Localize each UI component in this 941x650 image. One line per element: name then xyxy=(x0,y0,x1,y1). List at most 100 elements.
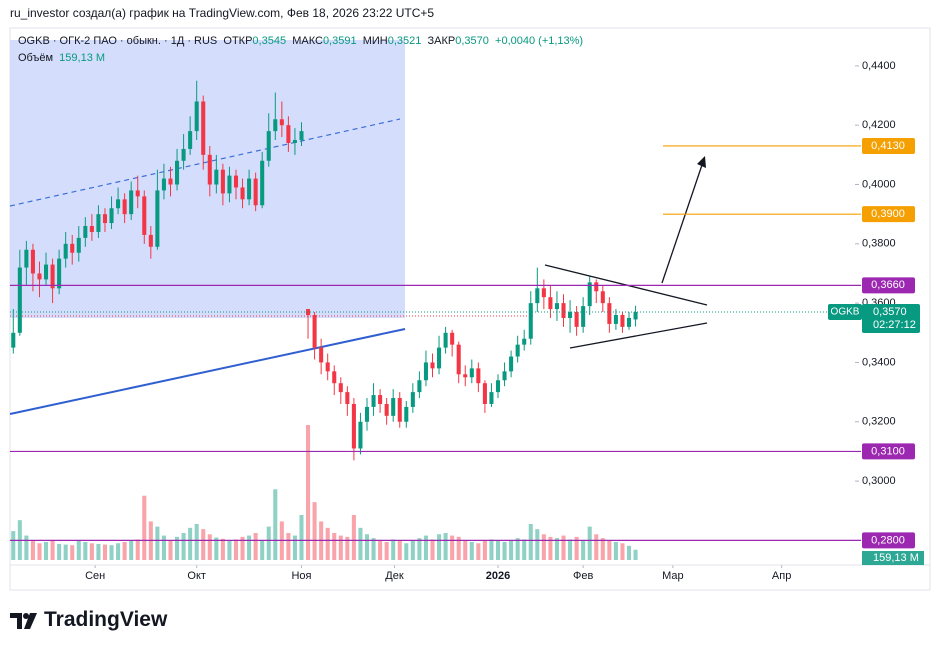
volume-bar xyxy=(63,544,68,560)
volume-bar xyxy=(417,538,422,560)
level-label: 0,3100 xyxy=(871,445,905,457)
level-label: 0,4130 xyxy=(871,140,905,152)
candle-body xyxy=(332,371,337,384)
level-label-box xyxy=(862,443,915,460)
candle-body xyxy=(384,403,389,416)
candle-body xyxy=(214,169,219,185)
volume-bar xyxy=(181,533,186,560)
candle-body xyxy=(581,306,586,327)
volume-bar xyxy=(155,526,160,560)
candle-body xyxy=(24,249,29,268)
volume-bar xyxy=(57,543,62,560)
volume-bar xyxy=(43,542,49,560)
candle-body xyxy=(175,160,180,185)
volume-bar xyxy=(109,545,114,560)
x-tick-label: Апр xyxy=(772,570,791,582)
x-tick-label: Ноя xyxy=(291,570,311,582)
arrow xyxy=(661,161,704,284)
volume-bar xyxy=(489,539,494,560)
candle-body xyxy=(57,258,62,289)
candle-body xyxy=(410,392,415,407)
candle-body xyxy=(502,371,507,381)
triangle-line xyxy=(569,322,708,349)
candle-body xyxy=(89,226,94,232)
candle-body xyxy=(548,297,553,310)
x-tick-label: Фев xyxy=(573,570,593,582)
candle-body xyxy=(43,264,49,280)
candle-body xyxy=(476,368,481,384)
candle-body xyxy=(148,234,153,247)
volume-bar xyxy=(600,538,605,560)
candle-body xyxy=(201,101,206,155)
x-tick-label: 2026 xyxy=(486,570,510,582)
candle-body xyxy=(240,187,245,200)
candle-body xyxy=(11,332,16,348)
volume-bar xyxy=(364,534,370,560)
candle-body xyxy=(515,344,520,357)
volume-bar xyxy=(482,540,487,560)
value: 0,3545 xyxy=(252,35,287,47)
volume-bar xyxy=(568,539,573,560)
volume-bar xyxy=(528,524,533,560)
candle-body xyxy=(495,380,501,393)
volume-bar xyxy=(384,542,389,560)
candle-body xyxy=(443,332,448,348)
candle-body xyxy=(561,303,566,318)
candle-body xyxy=(76,237,81,253)
level-label-box xyxy=(862,206,915,223)
volume-axis-label: 159,13 M xyxy=(873,552,919,564)
volume-bar xyxy=(509,540,514,560)
volume-bar xyxy=(102,544,108,560)
candle-body xyxy=(135,190,140,197)
candle-body xyxy=(96,214,101,232)
candle-body xyxy=(83,226,88,238)
y-tick-label: 0,4200 xyxy=(862,119,896,131)
volume-bar xyxy=(587,526,592,560)
candle-body xyxy=(338,383,343,393)
candle-body xyxy=(188,131,193,149)
volume-bar xyxy=(626,545,632,560)
volume-bar xyxy=(332,533,337,560)
label: ЗАКР xyxy=(427,35,456,47)
candle-body xyxy=(633,312,638,320)
candle-body xyxy=(463,374,468,378)
volume-bar xyxy=(194,524,199,560)
candle-body xyxy=(391,398,396,416)
y-tick-label: 0,4000 xyxy=(862,178,896,190)
candle-body xyxy=(286,125,291,143)
volume-bar xyxy=(430,539,435,560)
candle-body xyxy=(489,392,494,404)
volume-bar xyxy=(469,542,474,560)
volume-bar xyxy=(161,535,166,560)
candle-body xyxy=(220,169,225,194)
volume-bar xyxy=(299,515,304,560)
volume-bar xyxy=(116,543,121,560)
candle-body xyxy=(70,243,75,253)
x-tick-label: Мар xyxy=(662,570,684,582)
candle-body xyxy=(404,406,409,422)
candle-body xyxy=(63,243,68,259)
candle-body xyxy=(129,190,134,215)
candle-body xyxy=(292,140,297,143)
x-tick-label: Сен xyxy=(85,570,105,582)
volume-bar xyxy=(633,549,638,560)
label: ОТКР xyxy=(223,35,253,47)
volume-bar xyxy=(358,527,363,560)
volume-bar xyxy=(201,529,206,560)
y-tick-label: 0,3200 xyxy=(862,416,896,428)
candle-body xyxy=(30,249,35,274)
level-label: 0,3660 xyxy=(871,279,905,291)
candle-body xyxy=(364,406,370,422)
volume-bar xyxy=(83,542,88,560)
candle-body xyxy=(312,314,317,348)
logo: TradingView xyxy=(44,608,168,631)
candle-body xyxy=(456,344,461,375)
candle-body xyxy=(620,314,625,327)
volume-bar xyxy=(306,425,311,560)
price-label: 0,3570 xyxy=(873,306,907,318)
volume-bar xyxy=(450,535,455,560)
candle-body xyxy=(102,214,108,224)
candle-body xyxy=(260,160,265,206)
volume-bar xyxy=(522,539,527,560)
volume-bar xyxy=(476,543,481,560)
